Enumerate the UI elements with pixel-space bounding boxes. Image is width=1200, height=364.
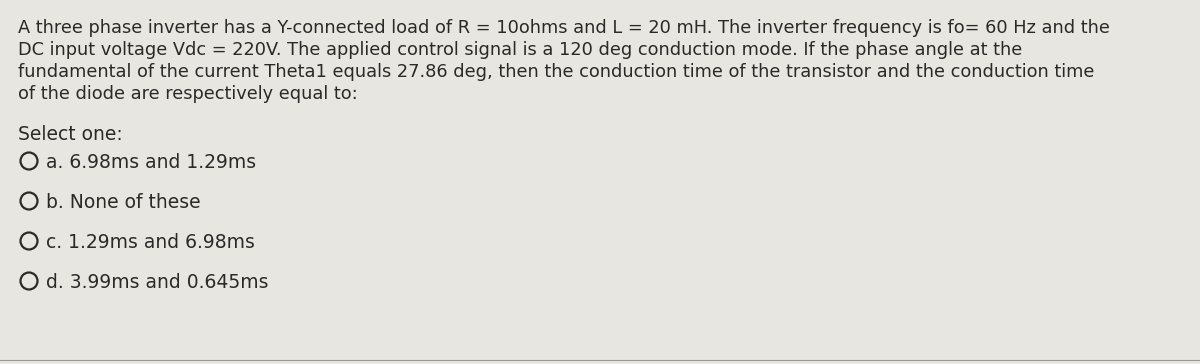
Text: Select one:: Select one: xyxy=(18,125,122,144)
Text: a. 6.98ms and 1.29ms: a. 6.98ms and 1.29ms xyxy=(46,153,256,172)
Text: A three phase inverter has a Y-connected load of R = 10ohms and L = 20 mH. The i: A three phase inverter has a Y-connected… xyxy=(18,19,1110,37)
Text: b. None of these: b. None of these xyxy=(46,193,200,212)
Text: fundamental of the current Theta1 equals 27.86 deg, then the conduction time of : fundamental of the current Theta1 equals… xyxy=(18,63,1094,81)
Text: c. 1.29ms and 6.98ms: c. 1.29ms and 6.98ms xyxy=(46,233,254,252)
Text: DC input voltage Vdc = 220V. The applied control signal is a 120 deg conduction : DC input voltage Vdc = 220V. The applied… xyxy=(18,41,1022,59)
Text: d. 3.99ms and 0.645ms: d. 3.99ms and 0.645ms xyxy=(46,273,268,292)
Text: of the diode are respectively equal to:: of the diode are respectively equal to: xyxy=(18,85,358,103)
